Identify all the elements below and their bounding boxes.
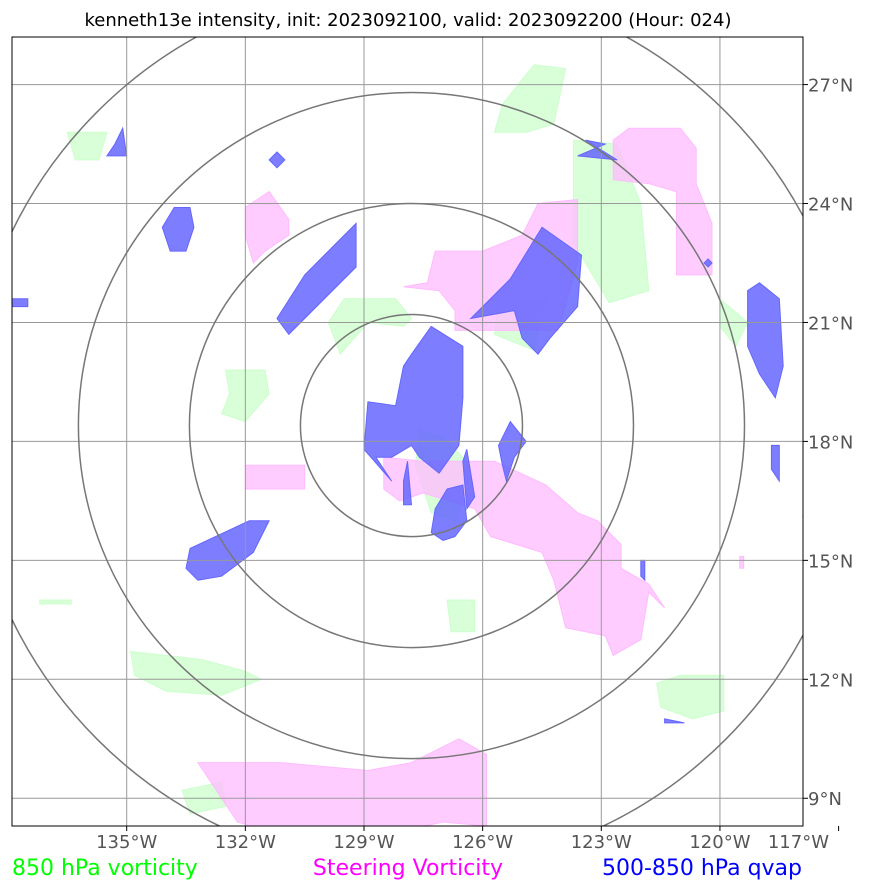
series-0-area-11 <box>39 599 72 605</box>
series-2-area-17 <box>462 449 476 511</box>
y-tick-label-5: 24°N <box>808 195 853 216</box>
series-1-area-6 <box>739 555 745 569</box>
y-tick-label-0: 9°N <box>808 789 842 810</box>
range-rings <box>12 37 803 826</box>
series-1-area-3 <box>244 464 306 490</box>
y-tick-label-1: 12°N <box>808 670 853 691</box>
x-tick-label-3: 126°W <box>452 832 513 853</box>
series-2-area-13 <box>640 559 646 582</box>
series-2-area-12 <box>801 516 803 518</box>
y-tick-label-2: 15°N <box>808 551 853 572</box>
series-0-area-12 <box>66 131 108 161</box>
x-tick-label-2: 129°W <box>333 832 394 853</box>
series-2-area-18 <box>703 258 713 268</box>
chart-title: kenneth13e intensity, init: 2023092100, … <box>85 10 732 31</box>
plot-area <box>12 37 803 826</box>
x-tick-label-6: 117°W <box>768 832 829 853</box>
series-2-area-10 <box>747 282 784 400</box>
legend-entry-1: Steering Vorticity <box>313 856 503 881</box>
y-axis-ticks: 9°N 12°N 15°N 18°N 21°N 24°N 27°N <box>803 76 853 810</box>
series-2-area-11 <box>770 444 780 483</box>
y-tick-label-4: 21°N <box>808 313 853 334</box>
legend-entry-0: 850 hPa vorticity <box>12 856 198 881</box>
x-tick-label-1: 132°W <box>215 832 276 853</box>
y-tick-label-6: 27°N <box>808 76 853 97</box>
x-axis-ticks: 135°W 132°W 129°W 126°W 123°W 120°W 117°W <box>96 826 840 853</box>
series-0-area-8 <box>656 674 725 720</box>
series-2-area-7 <box>105 126 128 157</box>
series-2-area-3 <box>276 222 357 336</box>
series-2-area-6 <box>161 207 195 252</box>
x-tick-label-0: 135°W <box>96 832 157 853</box>
grid-lines <box>12 37 803 826</box>
legend-entry-2: 500-850 hPa qvap <box>602 856 802 881</box>
series-1-area-5 <box>196 738 488 826</box>
series-2-area-16 <box>403 461 413 506</box>
y-tick-label-3: 18°N <box>808 432 853 453</box>
series-0-area-6 <box>446 599 476 633</box>
x-tick-label-4: 123°W <box>571 832 632 853</box>
range-ring-1 <box>188 202 635 649</box>
series-2-area-15 <box>12 298 29 308</box>
series-0-area-2 <box>327 298 413 356</box>
legend: 850 hPa vorticity Steering Vorticity 500-8… <box>12 856 802 881</box>
series-2-area-14 <box>664 718 685 724</box>
plot-frame <box>11 36 804 827</box>
range-ring-0 <box>299 313 524 538</box>
x-tick-label-5: 120°W <box>689 832 750 853</box>
series-2-area-8 <box>268 151 286 169</box>
range-ring-2 <box>77 91 746 760</box>
series-0-area-7 <box>129 650 263 696</box>
series-2-area-0 <box>363 325 464 482</box>
